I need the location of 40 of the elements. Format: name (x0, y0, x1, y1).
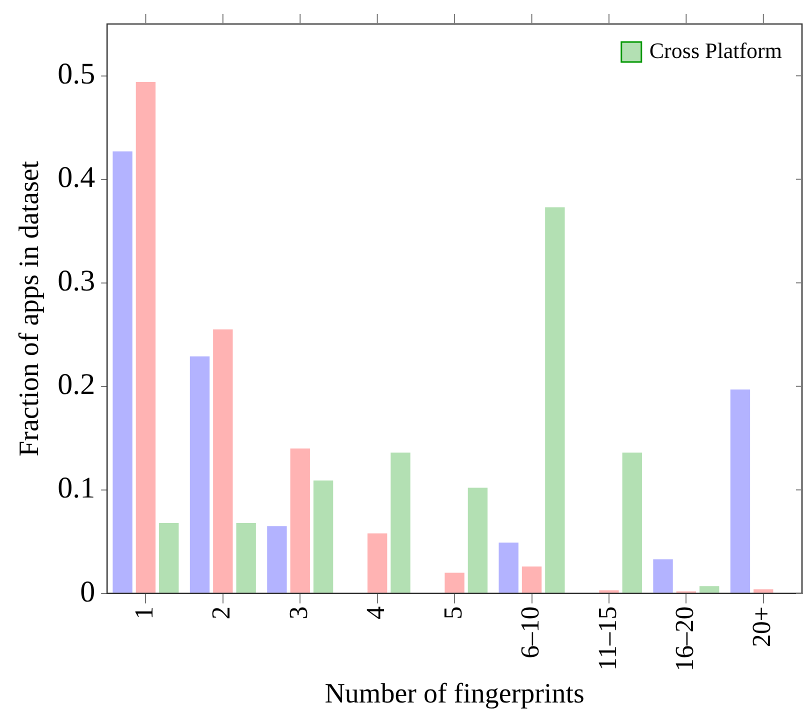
bar (444, 572, 464, 593)
bar (213, 329, 233, 593)
bar (190, 356, 210, 593)
y-tick-label: 0 (80, 575, 96, 608)
x-tick-label: 3 (284, 606, 313, 620)
x-tick-label: 5 (438, 606, 468, 620)
bar (622, 452, 642, 593)
bar (599, 590, 619, 593)
bar (522, 566, 542, 593)
x-tick-label: 16–20 (670, 606, 700, 672)
bar (159, 523, 179, 593)
y-tick-label: 0.5 (58, 58, 96, 91)
x-tick-label: 2 (206, 606, 236, 620)
y-tick-label: 0.4 (58, 161, 96, 194)
x-tick-label: 6–10 (516, 606, 545, 658)
y-tick-label: 0.3 (58, 264, 96, 298)
x-tick-label: 11–15 (592, 606, 622, 670)
bar (468, 488, 488, 593)
bar (236, 523, 256, 593)
x-tick-label: 4 (361, 606, 390, 620)
bar (390, 452, 410, 593)
x-axis-title: Number of fingerprints (324, 678, 584, 710)
bar (112, 151, 132, 593)
x-tick-label: 1 (130, 606, 159, 620)
y-tick-label: 0.2 (58, 368, 96, 402)
y-tick-label: 0.1 (58, 472, 96, 505)
bar (653, 559, 673, 593)
bar (498, 542, 518, 593)
bar (313, 480, 334, 593)
bar (754, 589, 774, 593)
bar (545, 207, 565, 593)
bar (730, 389, 750, 593)
bar (267, 526, 287, 593)
legend-label: Cross Platform (649, 38, 782, 63)
y-axis-title: Fraction of apps in dataset (14, 160, 46, 456)
bar (700, 586, 720, 593)
bar (367, 533, 388, 593)
x-tick-label: 20+ (747, 606, 776, 648)
bar (290, 448, 310, 593)
bar (136, 82, 156, 593)
